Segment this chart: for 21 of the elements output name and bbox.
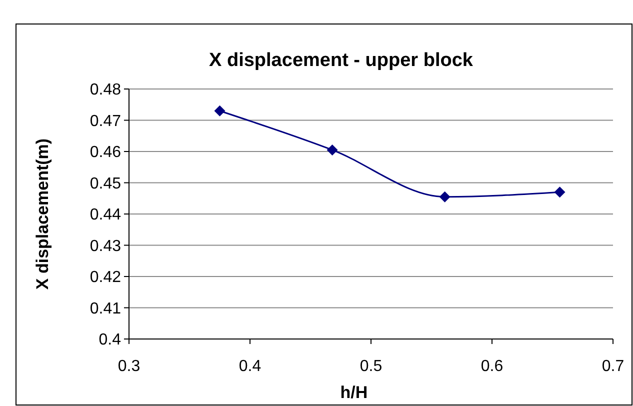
- x-tick-label: 0.6: [480, 358, 504, 375]
- y-tick-label: 0.42: [90, 269, 122, 286]
- chart-title: X displacement - upper block: [209, 50, 474, 71]
- x-tick-label: 0.7: [602, 358, 624, 375]
- y-axis-title: X displacement(m): [33, 138, 52, 290]
- x-axis-title: h/H: [340, 383, 368, 402]
- y-tick-label: 0.45: [90, 175, 122, 192]
- y-tick-label: 0.4: [98, 332, 122, 349]
- y-tick-label: 0.47: [90, 112, 122, 130]
- x-tick-label: 0.4: [238, 358, 262, 375]
- point: [554, 186, 566, 198]
- point: [439, 191, 450, 202]
- x-tick-label: 0.3: [118, 358, 140, 375]
- point: [326, 144, 338, 156]
- y-tick-label: 0.46: [90, 144, 122, 162]
- y-tick-label: 0.48: [90, 82, 122, 99]
- y-tick-label: 0.44: [90, 206, 122, 224]
- y-tick-label: 0.43: [90, 238, 122, 255]
- x-tick-label: 0.5: [360, 358, 382, 375]
- point: [214, 105, 226, 116]
- y-tick-label: 0.41: [90, 300, 122, 318]
